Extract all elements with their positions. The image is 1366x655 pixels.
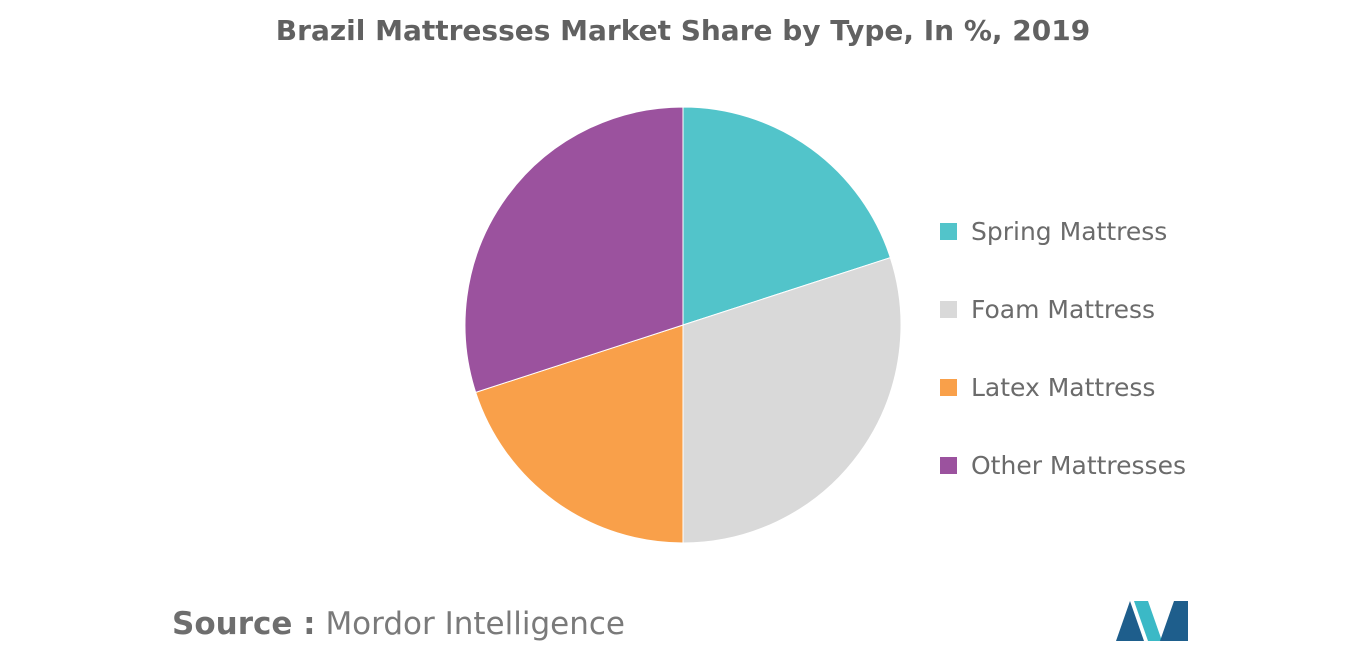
source-name: Mordor Intelligence — [325, 606, 625, 642]
pie-slice-spring-mattress — [682, 106, 891, 326]
pie-slice-latex-mattress — [475, 324, 684, 544]
legend-swatch-spring — [940, 222, 957, 240]
pie-slice-foam-mattress — [682, 257, 902, 544]
legend-swatch-foam — [940, 300, 957, 318]
company-logo — [1116, 601, 1188, 641]
legend: Spring Mattress Foam Mattress Latex Matt… — [940, 192, 1186, 504]
legend-item-foam: Foam Mattress — [940, 270, 1186, 348]
legend-label-spring: Spring Mattress — [971, 216, 1168, 246]
legend-item-other: Other Mattresses — [940, 426, 1186, 504]
chart-title: Brazil Mattresses Market Share by Type, … — [275, 14, 1091, 47]
legend-swatch-latex — [940, 378, 957, 396]
source-prefix: Source : — [172, 606, 316, 642]
pie-slice-other-mattresses — [464, 106, 684, 393]
logo-shape-left — [1116, 601, 1144, 641]
legend-label-other: Other Mattresses — [971, 450, 1186, 480]
legend-label-latex: Latex Mattress — [971, 372, 1156, 402]
legend-swatch-other — [940, 456, 957, 474]
logo-shape-middle — [1134, 601, 1162, 641]
legend-item-latex: Latex Mattress — [940, 348, 1186, 426]
logo-shape-right — [1160, 601, 1188, 641]
legend-label-foam: Foam Mattress — [971, 294, 1156, 324]
legend-item-spring: Spring Mattress — [940, 192, 1186, 270]
source-note: Source : Mordor Intelligence — [172, 606, 625, 642]
